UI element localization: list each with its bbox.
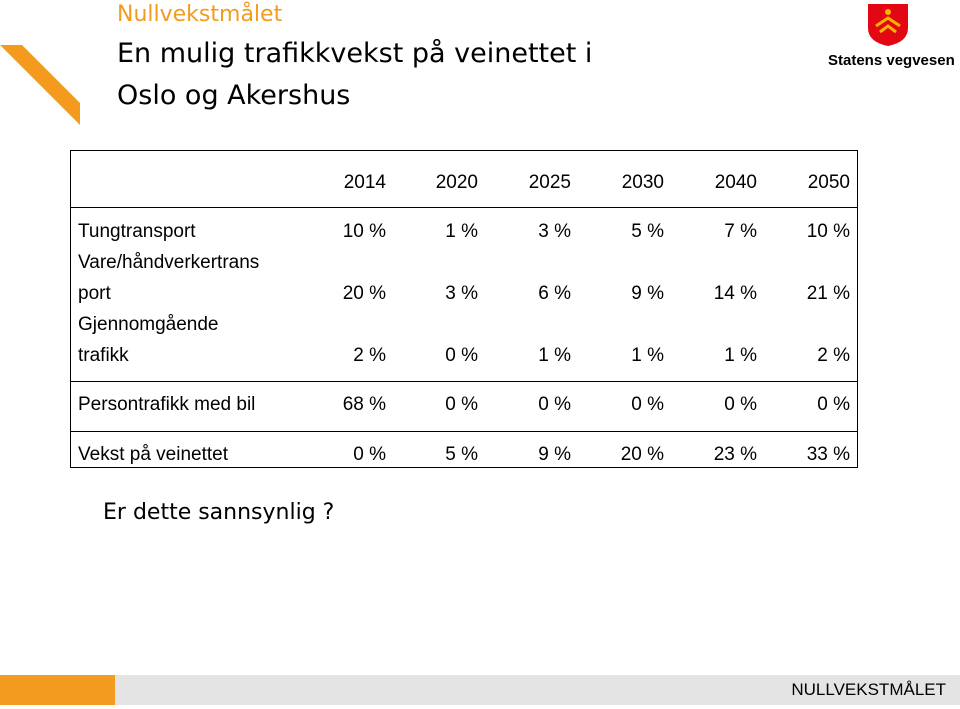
cell: 33 %: [806, 444, 850, 465]
row-label: Tungtransport: [78, 221, 196, 242]
cell: 1 %: [538, 345, 571, 366]
kicker: Nullvekstmålet: [117, 2, 283, 27]
cell: 20 %: [620, 444, 664, 465]
table-frame: [70, 150, 858, 468]
logo-shield: [868, 4, 908, 46]
column-header: 2030: [621, 172, 664, 193]
cell: 1 %: [724, 345, 757, 366]
cell: 0 %: [538, 394, 571, 415]
logo-text: Statens vegvesen: [828, 52, 955, 69]
row-label: Vekst på veinettet: [78, 444, 228, 465]
row-label: trafikk: [78, 345, 129, 366]
footer-accent: [0, 675, 115, 705]
column-header: 2050: [807, 172, 850, 193]
footer-bar: [115, 675, 960, 705]
row-label: Gjennomgående: [78, 314, 219, 335]
cell: 0 %: [817, 394, 850, 415]
title-line: En mulig trafikkvekst på veinettet i: [117, 38, 593, 69]
column-header: 2025: [528, 172, 571, 193]
cell: 21 %: [806, 283, 850, 304]
cell: 6 %: [538, 283, 571, 304]
row-label: Vare/håndverkertrans: [78, 252, 260, 273]
cell: 10 %: [342, 221, 386, 242]
cell: 68 %: [342, 394, 386, 415]
question: Er dette sannsynlig ?: [103, 500, 335, 525]
column-header: 2040: [714, 172, 757, 193]
stripe: [0, 45, 80, 125]
cell: 20 %: [342, 283, 386, 304]
cell: 1 %: [631, 345, 664, 366]
row-label: port: [78, 283, 111, 304]
rule: [70, 207, 858, 208]
column-header: 2014: [343, 172, 386, 193]
cell: 0 %: [724, 394, 757, 415]
cell: 9 %: [538, 444, 571, 465]
cell: 0 %: [445, 394, 478, 415]
column-header: 2020: [435, 172, 478, 193]
rule: [70, 431, 858, 432]
cell: 7 %: [724, 221, 757, 242]
cell: 3 %: [538, 221, 571, 242]
footer-text: NULLVEKSTMÅLET: [791, 680, 946, 699]
cell: 5 %: [631, 221, 664, 242]
cell: 10 %: [806, 221, 850, 242]
cell: 9 %: [631, 283, 664, 304]
cell: 0 %: [353, 444, 386, 465]
cell: 0 %: [631, 394, 664, 415]
cell: 1 %: [445, 221, 478, 242]
cell: 5 %: [445, 444, 478, 465]
cell: 3 %: [445, 283, 478, 304]
cell: 2 %: [353, 345, 386, 366]
cell: 0 %: [445, 345, 478, 366]
rule: [70, 381, 858, 382]
cell: 2 %: [817, 345, 850, 366]
cell: 14 %: [713, 283, 757, 304]
cell: 23 %: [713, 444, 757, 465]
title-line: Oslo og Akershus: [117, 80, 351, 111]
row-label: Persontrafikk med bil: [78, 394, 256, 415]
